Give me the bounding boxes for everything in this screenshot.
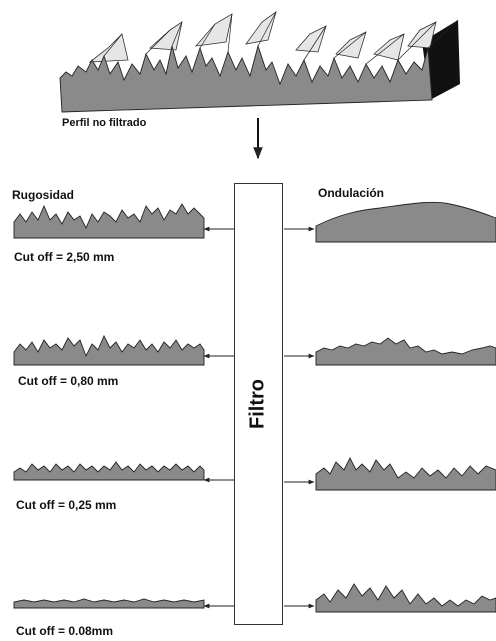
waviness-profile-3 (315, 456, 496, 491)
roughness-profile-2 (13, 334, 205, 366)
filter-label: Filtro (246, 379, 269, 429)
cutoff-label-1: Cut off = 2,50 mm (14, 250, 115, 264)
waviness-profile-4 (315, 583, 496, 613)
filter-box (234, 183, 283, 625)
block-front-face (59, 44, 433, 113)
waviness-heading: Ondulación (318, 186, 384, 200)
unfiltered-profile-label: Perfil no filtrado (62, 117, 147, 129)
waviness-profile-1 (315, 201, 496, 243)
unfiltered-profile-block (59, 11, 460, 113)
roughness-profile-1 (13, 203, 205, 239)
cutoff-label-2: Cut off = 0,80 mm (18, 374, 119, 388)
roughness-profile-3 (13, 461, 205, 481)
roughness-profile-4 (13, 598, 205, 609)
cutoff-label-4: Cut off = 0.08mm (16, 624, 114, 638)
cutoff-label-3: Cut off = 0,25 mm (16, 498, 117, 512)
roughness-heading: Rugosidad (12, 188, 74, 202)
waviness-profile-2 (315, 337, 496, 366)
